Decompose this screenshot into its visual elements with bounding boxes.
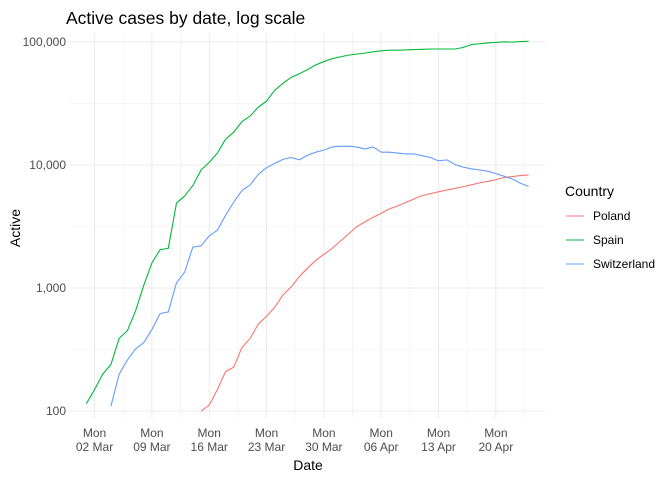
x-axis-tick-labels: Mon 02 Mar Mon 09 Mar Mon 16 Mar Mon 23 Mar Mon 3… xyxy=(76,426,513,454)
x-tick-label: Mon 23 Mar xyxy=(248,426,285,454)
y-axis-label: Active xyxy=(7,209,23,247)
plot-gridlines xyxy=(70,33,545,418)
x-tick-label: Mon 13 Apr xyxy=(421,426,456,454)
x-tick-label: Mon 06 Apr xyxy=(364,426,399,454)
series-line-switzerland xyxy=(110,145,529,407)
x-axis-label: Date xyxy=(293,457,323,473)
legend-label: Switzerland xyxy=(593,257,655,271)
legend-label: Spain xyxy=(593,233,624,247)
series-line-poland xyxy=(200,174,529,412)
x-tick-label: Mon 02 Mar xyxy=(76,426,113,454)
legend: Country Poland Spain Switzerland xyxy=(565,183,655,271)
x-tick-label: Mon 09 Mar xyxy=(133,426,170,454)
y-tick-label: 100,000 xyxy=(23,35,67,49)
legend-title: Country xyxy=(565,183,614,199)
x-tick-label: Mon 20 Apr xyxy=(479,426,514,454)
series-line-spain xyxy=(85,40,529,404)
plot-series-lines xyxy=(85,40,529,412)
legend-items: Poland Spain Switzerland xyxy=(566,209,655,271)
y-axis-tick-labels: 100 1,000 10,000 100,000 xyxy=(23,35,67,418)
y-tick-label: 1,000 xyxy=(36,281,66,295)
y-tick-label: 10,000 xyxy=(29,158,66,172)
y-tick-label: 100 xyxy=(46,404,66,418)
legend-label: Poland xyxy=(593,209,630,223)
x-tick-label: Mon 16 Mar xyxy=(191,426,228,454)
x-tick-label: Mon 30 Mar xyxy=(305,426,342,454)
chart-title: Active cases by date, log scale xyxy=(66,8,305,28)
